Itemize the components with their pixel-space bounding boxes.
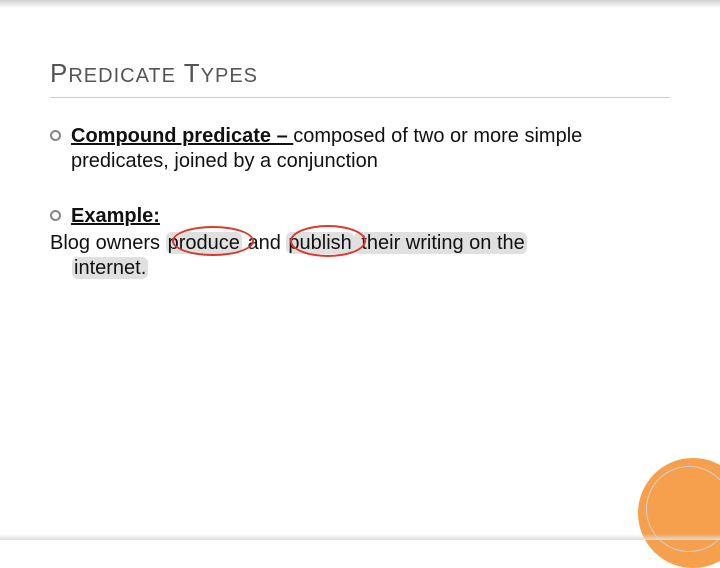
title-word2-rest: YPES [201,65,258,87]
sentence-between: and [242,232,286,254]
example-sentence: Blog owners produce and publish their wr… [50,231,670,281]
bullet-item-example: Example: [50,204,670,229]
tail2-highlight: internet. [72,257,148,279]
bullet-icon [50,130,61,141]
top-shadow [0,0,720,8]
tail-highlight: their writing on the [354,232,527,254]
term-compound-predicate: Compound predicate – [71,125,293,147]
sentence-line2: internet. [50,256,670,281]
example-label-wrap: Example: [71,204,670,229]
title-word1-cap: P [50,58,68,88]
bullet-item-definition: Compound predicate – composed of two or … [50,124,670,174]
bullet-icon [50,210,61,221]
title-word1-rest: REDICATE [68,65,176,87]
sentence-lead: Blog owners [50,232,166,254]
verb2-highlight: publish [286,232,353,254]
bottom-shadow [0,534,720,540]
content-area: Compound predicate – composed of two or … [50,124,670,281]
bullet-text: Compound predicate – composed of two or … [71,124,670,174]
verb1-highlight: produce [166,232,242,254]
example-label: Example: [71,205,160,227]
sentence-line1: Blog owners produce and publish their wr… [50,231,670,256]
slide-title: PREDICATE TYPES [50,58,670,98]
title-word2-cap: T [184,58,201,88]
slide: PREDICATE TYPES Compound predicate – com… [0,0,720,540]
